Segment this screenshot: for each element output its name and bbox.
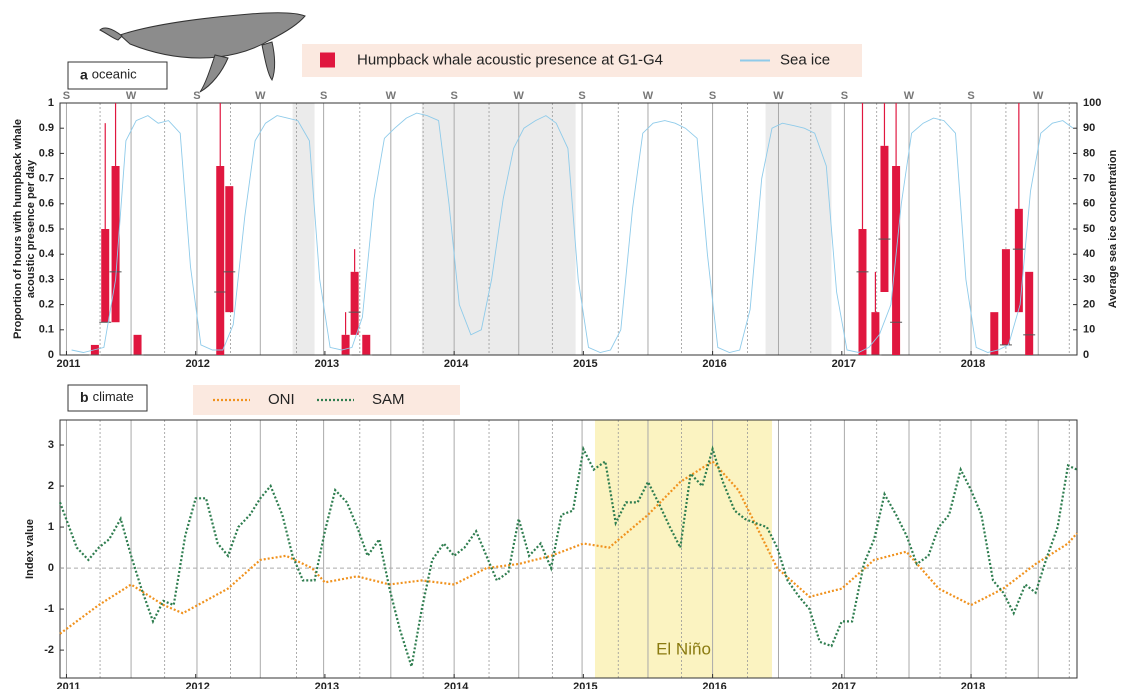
season-label: S [450,90,457,102]
box [858,229,866,355]
x-tick-label: 2011 [57,681,81,689]
x-tick-label: 2011 [57,358,81,370]
y-tick-label: 1 [48,97,54,109]
y-axis-label: Proportion of hours with humpback whale [12,119,24,339]
y2-tick-label: 80 [1083,147,1095,159]
season-label: W [773,90,784,102]
panel-climate: El Niño -2 -1 0 1 2 3 2011 2012 2013 2014 2015 2016 2… [24,385,1077,689]
box [216,166,224,355]
legend-label: Sea ice [780,51,830,68]
y-tick-label: 0.6 [39,198,54,210]
season-label: S [841,90,848,102]
legend-label: ONI [268,391,295,408]
y-tick-label: -1 [44,603,54,615]
x-tick-label: 2016 [702,681,726,689]
x-tick-label: 2014 [444,681,469,689]
box [871,312,879,355]
season-label: W [1033,90,1044,102]
season-label: S [320,90,327,102]
x-tick-label: 2018 [961,358,985,370]
box [342,335,350,355]
x-tick-label: 2016 [702,358,726,370]
season-label: S [967,90,974,102]
season-label: W [904,90,915,102]
y2-tick-label: 30 [1083,273,1095,285]
season-label: S [193,90,200,102]
y-axis-label: Index value [24,519,36,579]
panel-oceanic: S W S W S W S W S W S W S W S W 0 0.1 0.2 0.3 0.4 0.5 0.6 0.7 0.… [12,44,1119,370]
y2-tick-label: 10 [1083,324,1095,336]
y-tick-label: -2 [44,644,54,656]
y2-tick-label: 100 [1083,97,1101,109]
y2-tick-label: 60 [1083,198,1095,210]
season-label: W [386,90,397,102]
box [351,272,359,335]
box [1002,249,1010,345]
x-tick-label: 2013 [315,358,339,370]
y-tick-label: 0.5 [39,223,54,235]
y-tick-label: 1 [48,521,54,533]
box [1025,272,1033,355]
index-line [60,461,1077,633]
page: {"chart_data": [ {"type": "box", "panel_… [0,0,1121,694]
y2-tick-label: 40 [1083,248,1095,260]
season-label: S [578,90,585,102]
season-label: S [63,90,70,102]
x-tick-label: 2014 [444,358,469,370]
panel-title: oceanic [92,67,137,82]
figure: S W S W S W S W S W S W S W S W 0 0.1 0.2 0.3 0.4 0.5 0.6 0.7 0.… [0,0,1121,689]
y-tick-label: 0.1 [39,324,54,336]
box [880,146,888,292]
x-tick-label: 2015 [573,681,597,689]
season-label: W [514,90,525,102]
index-line [60,449,1077,666]
season-label: W [126,90,137,102]
panel-letter: b [80,389,89,405]
x-tick-label: 2013 [315,681,339,689]
y2-tick-label: 20 [1083,299,1095,311]
x-tick-label: 2017 [832,358,856,370]
highlight-label: El Niño [656,639,711,658]
panel-tag: b climate [80,389,134,405]
x-tick-label: 2012 [185,681,209,689]
y2-tick-label: 0 [1083,349,1089,361]
season-label: W [255,90,266,102]
y-tick-label: 0.8 [39,147,54,159]
panel-letter: a [80,66,88,82]
box [1015,209,1023,312]
legend-swatch [320,53,335,68]
y-tick-label: 0.9 [39,122,54,134]
y2-axis-label: Average sea ice concentration [1107,149,1119,308]
box [101,229,109,322]
no-data-span [766,103,832,355]
y2-tick-label: 50 [1083,223,1095,235]
y-tick-label: 0.2 [39,299,54,311]
y-tick-label: 3 [48,439,54,451]
box [990,312,998,355]
y2-tick-label: 70 [1083,173,1095,185]
y-tick-label: 0 [48,349,54,361]
y-tick-label: 0.4 [39,248,55,260]
box [362,335,370,355]
y-tick-label: 0.7 [39,173,54,185]
box [225,186,233,312]
x-tick-label: 2015 [573,358,597,370]
panel-title: climate [93,389,134,404]
box [134,335,142,355]
y2-tick-label: 90 [1083,122,1095,134]
x-tick-label: 2017 [832,681,856,689]
y-tick-label: 0 [48,562,54,574]
season-label: S [709,90,716,102]
plot-frame [60,420,1077,678]
y-axis-label: acoustic presence per day [25,159,37,298]
x-tick-label: 2018 [961,681,985,689]
no-data-span [293,103,315,355]
season-label: W [643,90,654,102]
legend-label: SAM [372,391,405,408]
box [892,166,900,355]
y-tick-label: 0.3 [39,273,54,285]
y-tick-label: 2 [48,480,54,492]
legend-label: Humpback whale acoustic presence at G1-G… [357,51,663,68]
x-tick-label: 2012 [185,358,209,370]
